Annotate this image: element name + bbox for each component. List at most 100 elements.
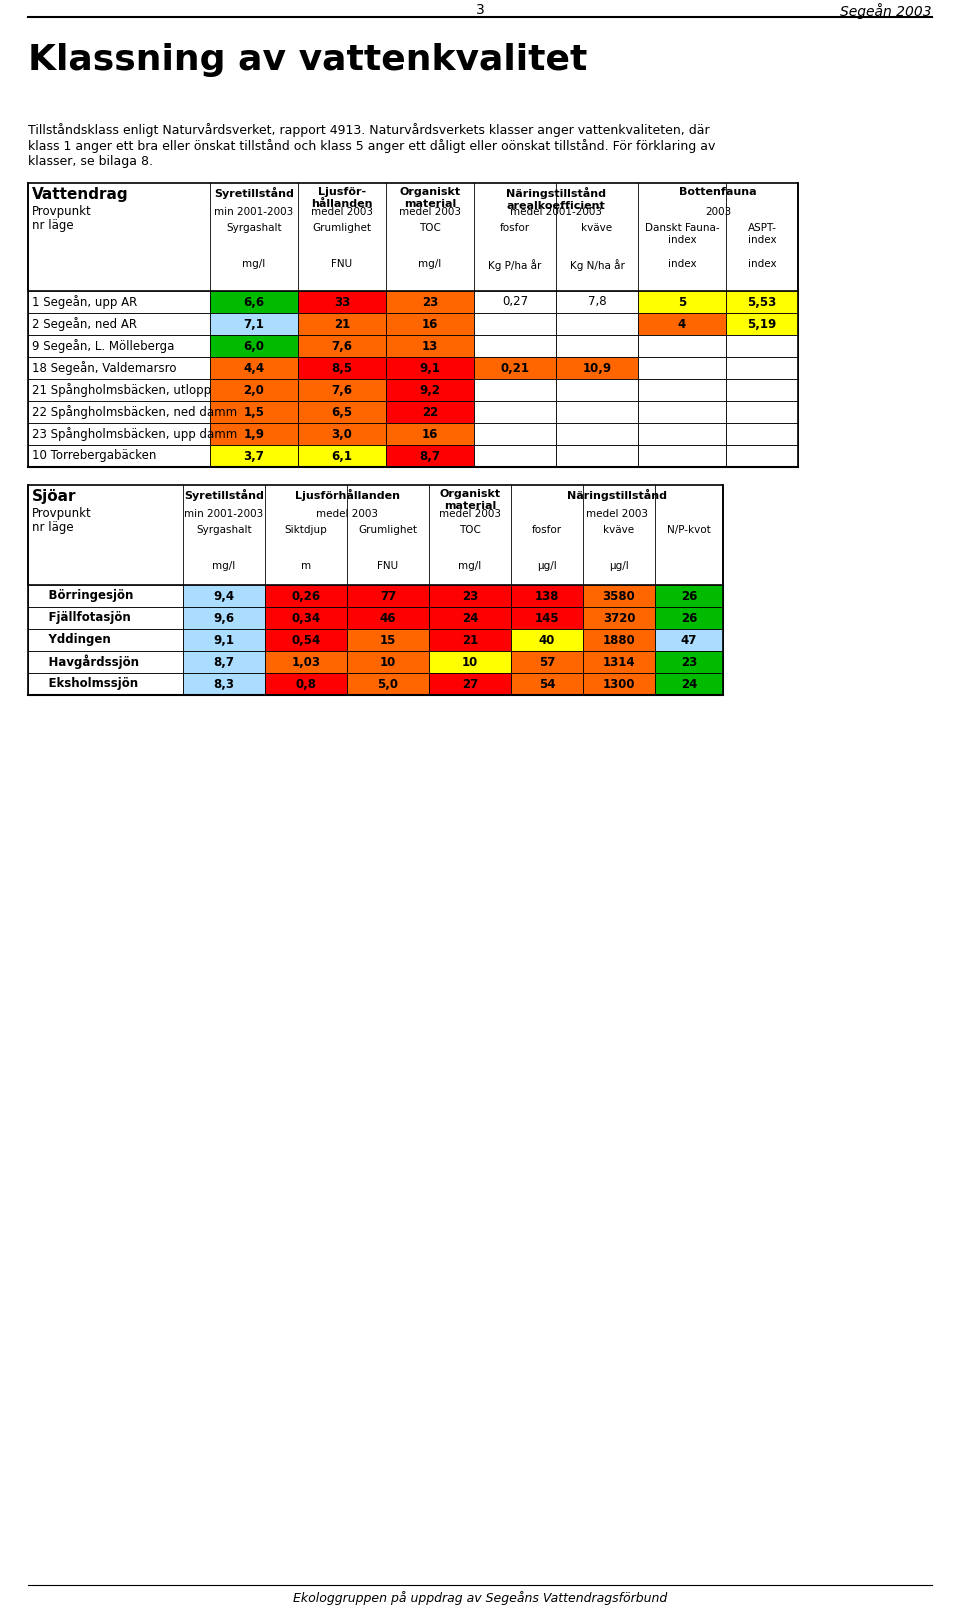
Bar — [28, 652, 183, 673]
Text: 22 Spångholmsbäcken, ned damm: 22 Spångholmsbäcken, ned damm — [32, 405, 237, 419]
Text: 0,21: 0,21 — [500, 361, 530, 374]
Bar — [386, 379, 474, 402]
Bar — [655, 629, 723, 652]
Text: Bottenfauna: Bottenfauna — [679, 187, 756, 197]
Text: 23: 23 — [681, 655, 697, 668]
Text: 21 Spångholmsbäcken, utlopp: 21 Spångholmsbäcken, utlopp — [32, 382, 211, 397]
Bar — [28, 290, 210, 313]
Text: 21: 21 — [334, 318, 350, 331]
Text: µg/l: µg/l — [610, 561, 629, 571]
Text: min 2001-2003: min 2001-2003 — [214, 206, 294, 218]
Text: µg/l: µg/l — [538, 561, 557, 571]
Bar — [347, 673, 429, 695]
Text: 8,7: 8,7 — [420, 450, 441, 463]
Text: 1300: 1300 — [603, 677, 636, 690]
Text: 3,0: 3,0 — [331, 427, 352, 440]
Text: klass 1 anger ett bra eller önskat tillstånd och klass 5 anger ett dåligt eller : klass 1 anger ett bra eller önskat tills… — [28, 139, 715, 153]
Bar — [638, 379, 726, 402]
Bar — [28, 336, 210, 356]
Text: 77: 77 — [380, 589, 396, 603]
Bar — [556, 445, 638, 468]
Text: 8,5: 8,5 — [331, 361, 352, 374]
Bar — [726, 356, 798, 379]
Text: medel 2003: medel 2003 — [586, 510, 648, 519]
Bar — [265, 586, 347, 606]
Text: 40: 40 — [539, 634, 555, 647]
Text: 16: 16 — [421, 427, 438, 440]
Text: Sjöar: Sjöar — [32, 489, 77, 503]
Text: 9,2: 9,2 — [420, 384, 441, 397]
Bar — [210, 402, 298, 423]
Bar — [556, 313, 638, 336]
Text: index: index — [668, 260, 696, 269]
Text: medel 2003: medel 2003 — [399, 206, 461, 218]
Text: 4,4: 4,4 — [244, 361, 265, 374]
Text: 18 Segeån, Valdemarsro: 18 Segeån, Valdemarsro — [32, 361, 177, 374]
Bar — [386, 402, 474, 423]
Text: 26: 26 — [681, 589, 697, 603]
Text: 5,19: 5,19 — [748, 318, 777, 331]
Bar — [28, 356, 210, 379]
Bar — [474, 379, 556, 402]
Text: ASPT-
index: ASPT- index — [748, 223, 777, 245]
Text: 23 Spångholmsbäcken, upp damm: 23 Spångholmsbäcken, upp damm — [32, 427, 237, 440]
Text: 0,27: 0,27 — [502, 295, 528, 308]
Bar — [298, 313, 386, 336]
Text: mg/l: mg/l — [458, 561, 482, 571]
Text: mg/l: mg/l — [419, 260, 442, 269]
Text: 7,6: 7,6 — [331, 339, 352, 353]
Bar — [28, 445, 210, 468]
Text: Syrgashalt: Syrgashalt — [227, 223, 282, 232]
Text: Syretillstånd: Syretillstånd — [184, 489, 264, 502]
Text: FNU: FNU — [377, 561, 398, 571]
Bar — [655, 673, 723, 695]
Bar — [28, 423, 210, 445]
Bar — [474, 356, 556, 379]
Bar — [265, 652, 347, 673]
Text: 21: 21 — [462, 634, 478, 647]
Bar — [429, 652, 511, 673]
Text: 1,9: 1,9 — [244, 427, 265, 440]
Text: fosfor: fosfor — [532, 524, 562, 536]
Bar — [265, 629, 347, 652]
Text: Yddingen: Yddingen — [32, 634, 110, 647]
Bar — [511, 629, 583, 652]
Text: 24: 24 — [462, 611, 478, 624]
Bar — [298, 356, 386, 379]
Bar — [583, 673, 655, 695]
Text: TOC: TOC — [420, 223, 441, 232]
Bar — [638, 356, 726, 379]
Text: mg/l: mg/l — [212, 561, 235, 571]
Bar — [386, 290, 474, 313]
Text: 7,6: 7,6 — [331, 384, 352, 397]
Text: 26: 26 — [681, 611, 697, 624]
Bar — [265, 673, 347, 695]
Text: 7,1: 7,1 — [244, 318, 264, 331]
Text: medel 2001-2003: medel 2001-2003 — [510, 206, 602, 218]
Text: 27: 27 — [462, 677, 478, 690]
Text: 23: 23 — [462, 589, 478, 603]
Bar — [511, 673, 583, 695]
Bar — [347, 629, 429, 652]
Text: 9,1: 9,1 — [420, 361, 441, 374]
Text: Näringstillstånd
arealkoefficient: Näringstillstånd arealkoefficient — [506, 187, 606, 211]
Text: 24: 24 — [681, 677, 697, 690]
Bar — [638, 402, 726, 423]
Bar — [183, 673, 265, 695]
Text: nr läge: nr läge — [32, 521, 74, 534]
Text: 3: 3 — [475, 3, 485, 18]
Bar — [583, 586, 655, 606]
Text: 5: 5 — [678, 295, 686, 308]
Text: Näringstillstånd: Näringstillstånd — [567, 489, 667, 502]
Bar — [726, 423, 798, 445]
Text: mg/l: mg/l — [242, 260, 266, 269]
Text: 46: 46 — [380, 611, 396, 624]
Bar — [210, 423, 298, 445]
Bar — [726, 445, 798, 468]
Text: klasser, se bilaga 8.: klasser, se bilaga 8. — [28, 155, 153, 168]
Text: 9 Segeån, L. Mölleberga: 9 Segeån, L. Mölleberga — [32, 339, 175, 353]
Bar — [183, 652, 265, 673]
Text: medel 2003: medel 2003 — [311, 206, 373, 218]
Bar — [474, 313, 556, 336]
Text: Siktdjup: Siktdjup — [284, 524, 327, 536]
